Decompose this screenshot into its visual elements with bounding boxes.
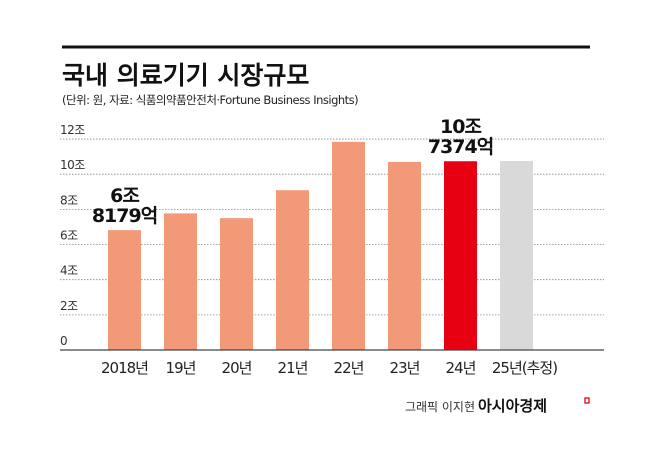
x-tick-label: 23년: [390, 359, 420, 377]
y-tick-label: 4조: [60, 264, 78, 278]
bar: [164, 213, 197, 350]
y-tick-label: 2조: [60, 299, 78, 313]
x-tick-label: 21년: [278, 359, 308, 377]
bar: [276, 190, 309, 350]
x-tick-label: 22년: [334, 359, 364, 377]
bar: [332, 141, 365, 350]
data-label: 6조: [110, 185, 139, 207]
bar: [444, 161, 477, 350]
y-tick-label: 10조: [60, 158, 85, 172]
bar: [220, 218, 253, 350]
credit-author: 그래픽 이지현: [405, 400, 475, 414]
y-tick-label: 12조: [60, 123, 85, 137]
bar: [500, 161, 533, 350]
bar: [388, 161, 421, 350]
brand-mark-icon: [584, 397, 590, 404]
data-label: 10조: [440, 116, 481, 138]
chart-subtitle: (단위: 원, 자료: 식품의약품안전처·Fortune Business In…: [62, 93, 358, 107]
y-tick-label: 0: [60, 334, 67, 348]
bar: [108, 230, 141, 350]
chart-title: 국내 의료기기 시장규모: [62, 61, 309, 90]
x-tick-label: 19년: [166, 359, 196, 377]
brand-logo: 아시아경제: [478, 397, 547, 415]
x-tick-label: 20년: [222, 359, 252, 377]
x-tick-label: 2018년: [101, 359, 148, 377]
data-label: 7374억: [428, 136, 493, 158]
y-tick-label: 8조: [60, 193, 78, 207]
x-tick-label: 24년: [446, 359, 476, 377]
y-tick-label: 6조: [60, 229, 78, 243]
data-label: 8179억: [92, 205, 157, 227]
x-tick-label: 25년(추정): [492, 359, 557, 377]
